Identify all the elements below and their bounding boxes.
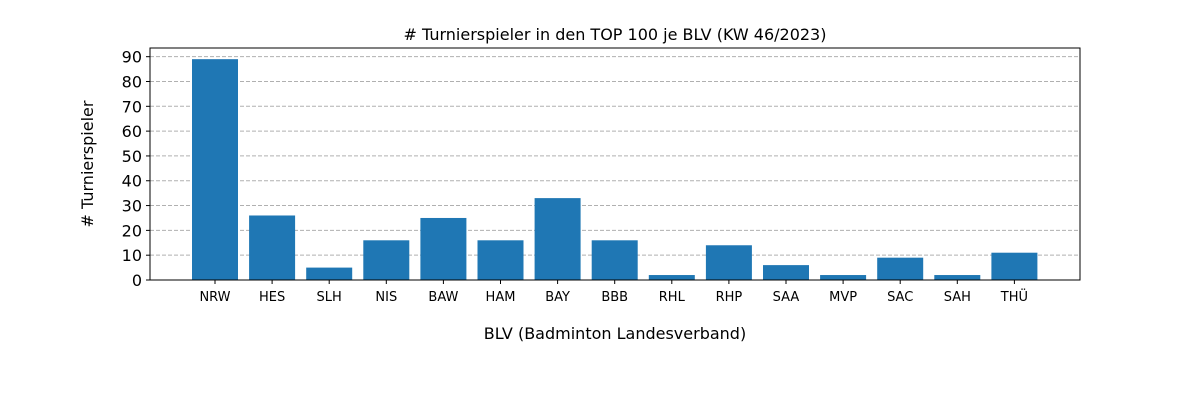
x-axis-ticks: NRW HES SLH NIS BAW HAM BAY BBB RHL RHP SAA MVP SAC S…	[199, 280, 1028, 305]
x-tick-label: BBB	[601, 290, 628, 305]
y-tick-label: 40	[122, 172, 142, 191]
x-tick-label: BAW	[428, 290, 458, 305]
bar-nrw	[192, 59, 238, 281]
x-tick-label: SAA	[773, 290, 800, 305]
x-tick-label: RHP	[716, 290, 743, 305]
bar-nis	[363, 240, 410, 280]
bar-thü	[991, 252, 1038, 280]
x-tick-label: THÜ	[1000, 288, 1028, 305]
bar-sah	[934, 275, 981, 280]
x-axis-label: BLV (Badminton Landesverband)	[484, 324, 746, 343]
x-tick-label: BAY	[545, 290, 570, 305]
y-tick-label: 90	[122, 48, 142, 67]
bar-mvp	[820, 275, 867, 280]
y-tick-label: 80	[122, 72, 142, 91]
bar-sac	[877, 257, 924, 280]
bar-hes	[249, 215, 296, 280]
x-tick-label: NIS	[375, 290, 397, 305]
y-axis-ticks: 0 10 20 30 40 50 60 70 80 90	[122, 48, 150, 290]
bar-rhp	[705, 245, 752, 280]
x-tick-label: RHL	[659, 290, 686, 305]
bar-bbb	[591, 240, 638, 280]
x-tick-label: MVP	[829, 290, 857, 305]
bar-rhl	[648, 275, 695, 280]
bar-saa	[763, 265, 809, 280]
x-tick-label: HES	[259, 290, 285, 305]
y-tick-label: 60	[122, 122, 142, 141]
y-tick-label: 50	[122, 147, 142, 166]
y-tick-label: 0	[132, 271, 142, 290]
bar-slh	[306, 267, 353, 280]
x-tick-label: SAH	[944, 290, 971, 305]
x-tick-label: SAC	[887, 290, 913, 305]
bar-bay	[534, 198, 581, 280]
bar-ham	[477, 240, 524, 280]
bars	[192, 59, 1038, 281]
y-tick-label: 70	[122, 97, 142, 116]
y-tick-label: 30	[122, 197, 142, 216]
grid	[150, 56, 1080, 256]
chart-title: # Turnierspieler in den TOP 100 je BLV (…	[404, 25, 827, 44]
y-tick-label: 20	[122, 221, 142, 240]
x-tick-label: HAM	[486, 290, 516, 305]
y-axis-label: # Turnierspieler	[78, 100, 97, 227]
x-tick-label: SLH	[317, 290, 342, 305]
bar-baw	[420, 217, 467, 280]
x-tick-label: NRW	[199, 290, 230, 305]
y-tick-label: 10	[122, 246, 142, 265]
